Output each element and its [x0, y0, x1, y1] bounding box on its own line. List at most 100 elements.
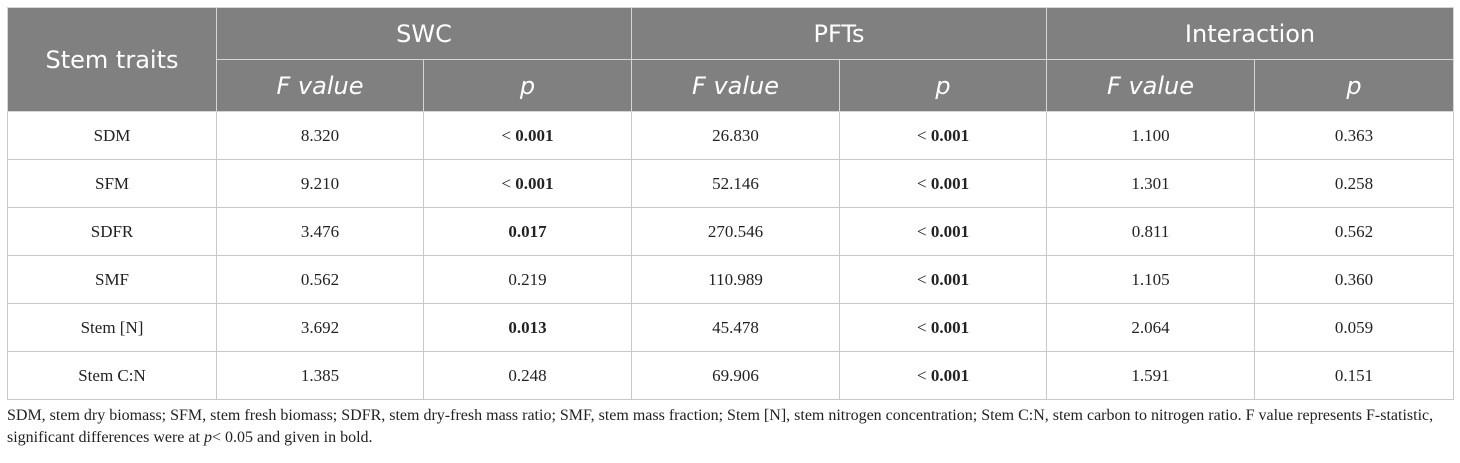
p-value-cell: 0.363 [1254, 111, 1455, 160]
table-body: SDM 8.320 < 0.001 26.830 < 0.001 1.100 0.363 SF… [7, 111, 1455, 400]
cell-value: 110.989 [708, 269, 763, 289]
header-row-stats: F value p F value p F value p [8, 59, 1455, 112]
cell-value: 0.001 [930, 221, 970, 241]
table-row: Stem [N] 3.692 0.013 45.478 < 0.001 2.064 0.05… [7, 303, 1455, 352]
cell-value: 0.013 [508, 317, 547, 337]
f-value-cell: 1.591 [1046, 351, 1256, 400]
p-value-cell: 0.258 [1254, 159, 1455, 208]
cell-value: 1.591 [1131, 365, 1170, 385]
p-value-cell: 0.360 [1254, 255, 1455, 304]
cell-value: 0.001 [930, 269, 970, 289]
cell-value: 8.320 [300, 125, 340, 145]
f-value-cell: 1.301 [1046, 159, 1256, 208]
less-than-prefix: < [916, 125, 931, 145]
p-value-cell: 0.013 [422, 303, 633, 352]
cell-value: 45.478 [712, 317, 759, 337]
subheader-p: p [422, 59, 633, 112]
trait-cell: Stem [N] [7, 303, 217, 352]
f-value-cell: 0.562 [216, 255, 424, 304]
subheader-f-value: F value [216, 59, 424, 112]
cell-value: 0.562 [1334, 221, 1374, 241]
cell-value: 0.001 [515, 125, 554, 145]
trait-cell: SDM [7, 111, 217, 160]
row-header-stem-traits: Stem traits [7, 7, 217, 112]
p-value-cell: 0.562 [1254, 207, 1455, 256]
f-value-cell: 69.906 [631, 351, 841, 400]
trait-cell: SFM [7, 159, 217, 208]
p-value-cell: < 0.001 [839, 351, 1048, 400]
cell-value: 0.562 [300, 269, 340, 289]
less-than-prefix: < [501, 173, 516, 193]
f-value-cell: 0.811 [1046, 207, 1256, 256]
group-header-swc: SWC [215, 7, 633, 60]
f-value-cell: 9.210 [216, 159, 424, 208]
f-value-cell: 270.546 [631, 207, 841, 256]
less-than-prefix: < [916, 365, 931, 385]
cell-value: 26.830 [712, 125, 759, 145]
subheader-f-value: F value [631, 59, 841, 112]
trait-cell: Stem C:N [7, 351, 217, 400]
cell-value: 0.017 [508, 221, 547, 241]
table-row: SDFR 3.476 0.017 270.546 < 0.001 0.811 0.562 [7, 207, 1455, 256]
f-value-cell: 45.478 [631, 303, 841, 352]
subheader-p: p [839, 59, 1048, 112]
cell-value: 2.064 [1131, 317, 1170, 337]
cell-value: 69.906 [712, 365, 759, 385]
cell-value: 0.258 [1334, 173, 1374, 193]
p-value-cell: < 0.001 [422, 159, 633, 208]
cell-value: 0.360 [1334, 269, 1374, 289]
p-value-cell: < 0.001 [839, 255, 1048, 304]
table-row: Stem C:N 1.385 0.248 69.906 < 0.001 1.591 0.15… [7, 351, 1455, 400]
p-value-cell: 0.059 [1254, 303, 1455, 352]
p-value-cell: 0.017 [422, 207, 633, 256]
less-than-prefix: < [501, 125, 516, 145]
p-value-cell: < 0.001 [839, 207, 1048, 256]
f-value-cell: 52.146 [631, 159, 841, 208]
table-row: SFM 9.210 < 0.001 52.146 < 0.001 1.301 0.258 [7, 159, 1455, 208]
f-value-cell: 2.064 [1046, 303, 1256, 352]
cell-value: 0.001 [930, 317, 970, 337]
stats-table-container: Stem traits SWC PFTs Interaction F value… [7, 7, 1455, 400]
cell-value: 9.210 [300, 173, 340, 193]
subheader-p: p [1254, 59, 1455, 112]
less-than-prefix: < [916, 173, 931, 193]
cell-value: 0.363 [1334, 125, 1374, 145]
cell-value: 0.001 [930, 173, 970, 193]
cell-value: 1.385 [300, 365, 340, 385]
f-value-cell: 3.692 [216, 303, 424, 352]
less-than-prefix: < [916, 221, 931, 241]
f-value-cell: 1.100 [1046, 111, 1256, 160]
less-than-prefix: < [916, 317, 931, 337]
cell-value: 0.001 [930, 125, 970, 145]
cell-value: 3.692 [300, 317, 340, 337]
p-value-cell: 0.151 [1254, 351, 1455, 400]
p-value-cell: < 0.001 [839, 303, 1048, 352]
p-value-cell: < 0.001 [422, 111, 633, 160]
f-value-cell: 26.830 [631, 111, 841, 160]
cell-value: 3.476 [300, 221, 340, 241]
group-header-pfts: PFTs [631, 7, 1048, 60]
cell-value: 1.100 [1131, 125, 1170, 145]
f-value-cell: 1.385 [216, 351, 424, 400]
f-value-cell: 8.320 [216, 111, 424, 160]
cell-value: 0.811 [1131, 221, 1170, 241]
p-value-cell: < 0.001 [839, 159, 1048, 208]
trait-cell: SDFR [7, 207, 217, 256]
p-value-cell: 0.248 [422, 351, 633, 400]
cell-value: 0.001 [515, 173, 554, 193]
cell-value: 0.001 [930, 365, 970, 385]
cell-value: 52.146 [712, 173, 759, 193]
cell-value: 0.059 [1334, 317, 1374, 337]
subheader-f-value: F value [1046, 59, 1256, 112]
cell-value: 270.546 [707, 221, 764, 241]
cell-value: 1.301 [1131, 173, 1170, 193]
header-row-groups: Stem traits SWC PFTs Interaction [7, 7, 1455, 112]
p-value-cell: < 0.001 [839, 111, 1048, 160]
footnote-p-symbol: p [203, 429, 212, 446]
f-value-cell: 1.105 [1046, 255, 1256, 304]
f-value-cell: 3.476 [216, 207, 424, 256]
less-than-prefix: < [916, 269, 931, 289]
trait-cell: SMF [7, 255, 217, 304]
p-value-cell: 0.219 [422, 255, 633, 304]
table-row: SDM 8.320 < 0.001 26.830 < 0.001 1.100 0.363 [7, 111, 1455, 160]
